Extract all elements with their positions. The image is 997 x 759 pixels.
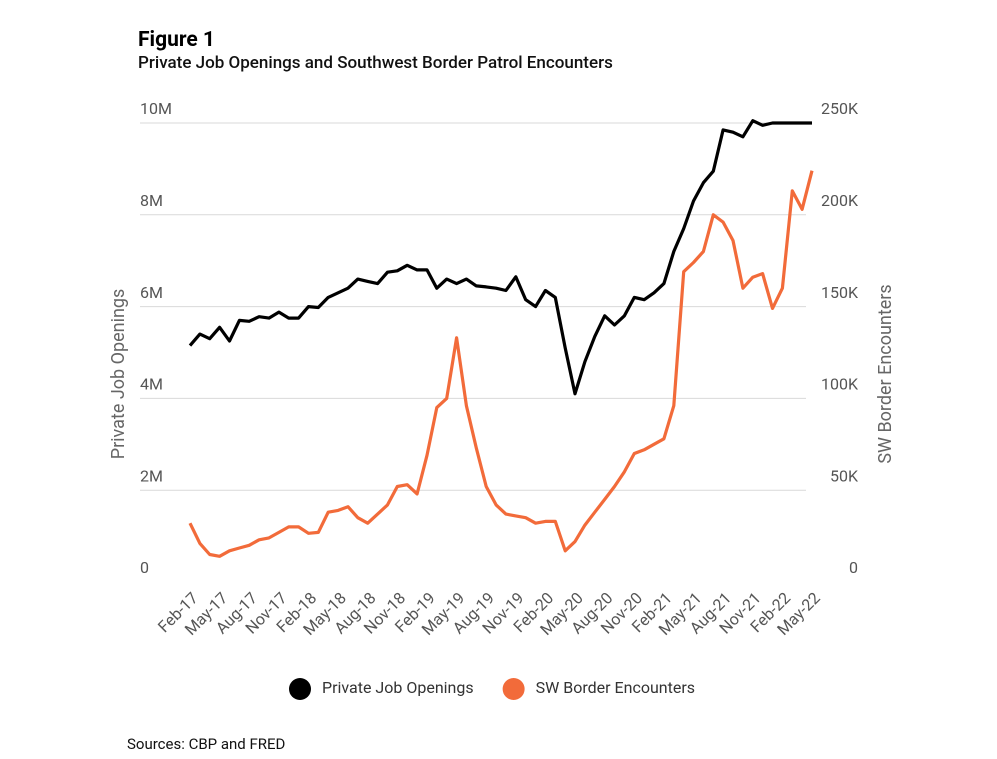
y2-axis-label: SW Border Encounters [875, 284, 896, 463]
legend-label: SW Border Encounters [536, 678, 695, 697]
series-line [188, 119, 812, 396]
legend-marker [289, 678, 311, 700]
chart-subtitle: Private Job Openings and Southwest Borde… [138, 53, 613, 73]
y-tick-label: 0 [140, 558, 149, 577]
legend-marker [502, 678, 525, 700]
series-line [188, 170, 814, 558]
legend-label: Private Job Openings [322, 678, 474, 697]
y-tick-label: 10M [140, 99, 172, 118]
source-note: Sources: CBP and FRED [127, 735, 285, 753]
chart-title: Figure 1 [138, 28, 215, 52]
y-tick-label: 2M [140, 466, 163, 485]
y2-tick-label: 250K [821, 99, 859, 118]
y-tick-label: 8M [140, 191, 163, 210]
y-axis-label: Private Job Openings [108, 289, 129, 460]
y2-tick-label: 150K [821, 283, 859, 302]
y-tick-label: 6M [140, 283, 163, 302]
y2-tick-label: 200K [821, 191, 859, 210]
y2-tick-label: 50K [830, 466, 859, 485]
y-tick-label: 4M [140, 375, 163, 394]
y2-tick-label: 100K [821, 375, 859, 394]
y2-tick-label: 0 [849, 558, 858, 577]
